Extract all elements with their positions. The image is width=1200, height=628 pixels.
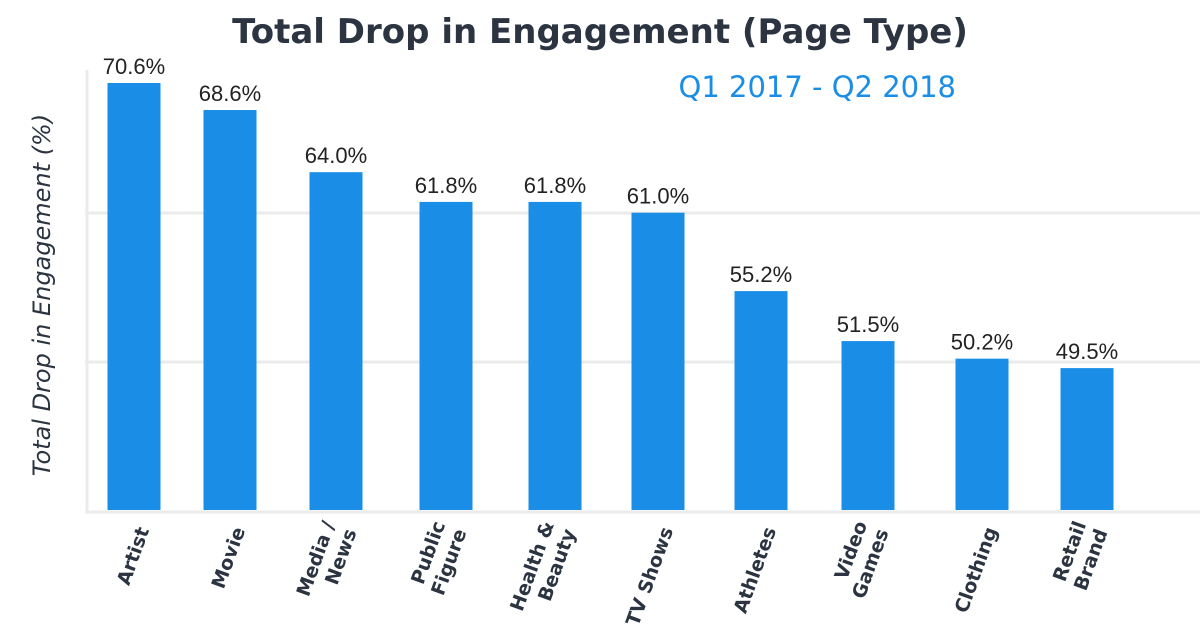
data-label: 51.5% bbox=[837, 312, 899, 337]
data-label: 50.2% bbox=[951, 330, 1013, 355]
bar-7 bbox=[841, 341, 895, 510]
bar-2 bbox=[309, 172, 363, 511]
data-label: 68.6% bbox=[199, 81, 261, 106]
x-tick-label: RetailBrand bbox=[1048, 518, 1112, 593]
data-label: 61.8% bbox=[524, 173, 586, 198]
x-tick-label: TV Shows bbox=[622, 524, 678, 628]
data-label: 55.2% bbox=[730, 262, 792, 287]
bar-4 bbox=[528, 201, 582, 511]
data-label: 64.0% bbox=[305, 143, 367, 168]
x-tick-label: Athletes bbox=[730, 524, 781, 616]
bar-0 bbox=[107, 83, 161, 510]
x-tick-label: Artist bbox=[113, 524, 154, 588]
bar-9 bbox=[1060, 368, 1114, 510]
data-label: 70.6% bbox=[103, 54, 165, 79]
data-label: 61.8% bbox=[415, 173, 477, 198]
x-tick-label: Media /News bbox=[293, 518, 362, 607]
bar-6 bbox=[734, 291, 788, 510]
x-tick-label: VideoGames bbox=[827, 518, 894, 601]
x-tick-label: Health &Beauty bbox=[506, 518, 580, 622]
data-label: 49.5% bbox=[1056, 339, 1118, 364]
bar-3 bbox=[419, 201, 473, 511]
chart-subtitle: Q1 2017 - Q2 2018 bbox=[678, 70, 957, 104]
x-tick-label: PublicFigure bbox=[406, 518, 472, 598]
bar-5 bbox=[631, 212, 685, 511]
x-tick-label: Clothing bbox=[951, 524, 1002, 616]
chart-title: Total Drop in Engagement (Page Type) bbox=[232, 12, 968, 52]
x-tick-label: Movie bbox=[208, 524, 250, 591]
bar-8 bbox=[955, 358, 1009, 510]
y-axis-label: Total Drop in Engagement (%) bbox=[28, 114, 56, 476]
data-label: 61.0% bbox=[627, 184, 689, 209]
bar-1 bbox=[203, 110, 257, 510]
